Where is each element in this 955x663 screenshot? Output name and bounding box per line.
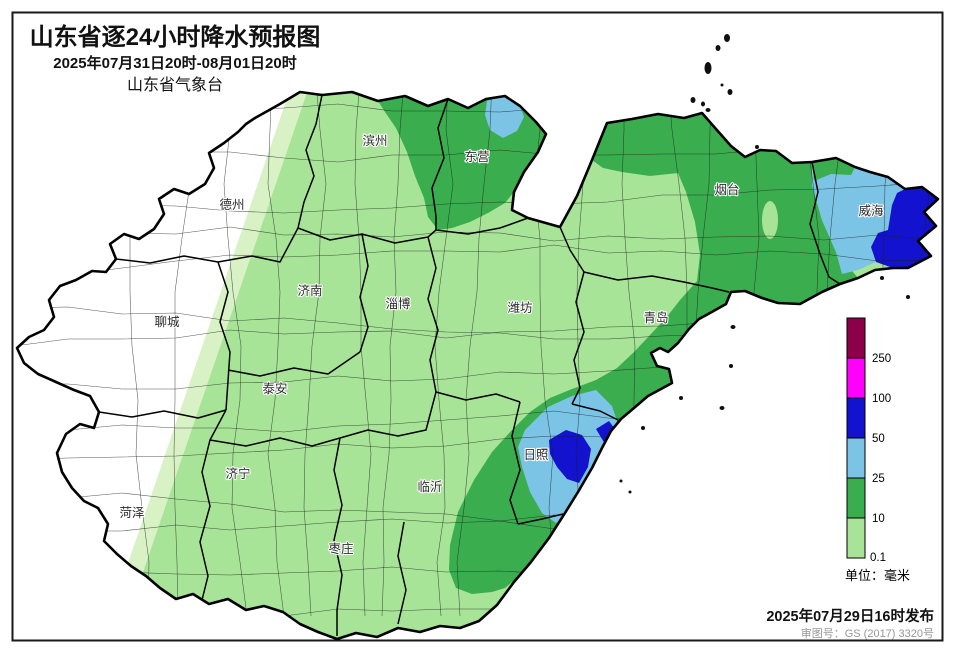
legend-seg-25-50 [846,437,866,479]
city-label-heze: 菏泽 [119,506,144,520]
city-label-linyi: 临沂 [417,480,442,494]
forecast-period: 2025年07月31日20时-08月01日20时 [53,54,296,72]
legend-seg-100-250 [846,357,866,399]
city-label-rizhao: 日照 [523,448,548,462]
legend: 250 100 50 25 10 0.1 单位：毫米 [845,317,910,583]
legend-seg-0-1-10 [846,517,866,559]
city-label-jining: 济宁 [225,466,250,481]
agency-name: 山东省气象台 [127,76,223,94]
islands [619,34,910,494]
rain-region-storm-rizhao-north [596,421,617,444]
rain-strip-weihai-coast [812,158,855,181]
footer-block: 2025年07月29日16时发布 审图号：GS (2017) 3320号 [766,607,934,640]
city-label-binzhou: 滨州 [362,133,387,148]
legend-tick-0-1: 0.1 [870,552,886,564]
page-title: 山东省逐24小时降水预报图 [30,23,321,51]
city-label-taian: 泰安 [262,381,287,396]
publish-time: 2025年07月29日16时发布 [766,607,934,625]
legend-tick-50: 50 [872,433,885,445]
legend-tick-250: 250 [872,353,891,365]
legend-unit-label: 单位：毫米 [845,568,910,583]
rain-region-storm-rongcheng [871,187,938,268]
map-approval-no: 审图号：GS (2017) 3320号 [801,626,934,640]
legend-seg-10-25 [846,477,866,519]
legend-tick-25: 25 [872,473,885,485]
city-label-jinan: 济南 [297,283,322,298]
legend-seg-above-250 [846,317,866,359]
prefecture-boundaries [98,94,841,636]
image-frame [11,11,944,642]
city-label-zibo: 淄博 [385,296,411,311]
header-block: 山东省逐24小时降水预报图 2025年07月31日20时-08月01日20时 山… [30,23,321,94]
rain-gap-laiyang [647,231,659,259]
city-label-dongying: 东营 [464,150,489,164]
rain-edge-pale [110,92,310,616]
city-label-weihai: 威海 [858,203,884,218]
rain-region-heavy-weihai [812,158,905,274]
province-outline [15,90,940,641]
rain-region-storm-rizhao [549,430,591,483]
rain-region-heavy-dongying [485,95,524,138]
city-label-liaocheng: 聊城 [154,315,180,329]
city-label-yantai: 烟台 [714,182,739,197]
city-label-weifang: 潍坊 [507,300,532,315]
legend-tick-10: 10 [872,513,885,525]
legend-tick-100: 100 [872,393,891,405]
city-label-qingdao: 青岛 [643,310,668,325]
rain-gap-yantai [762,201,778,239]
city-labels: 滨州 东营 德州 烟台 威海 济南 淄博 潍坊 青岛 聊城 泰安 济宁 菏泽 临… [118,132,885,557]
city-label-zaozhuang: 枣庄 [328,541,353,556]
city-label-dezhou: 德州 [219,197,244,212]
legend-seg-50-100 [846,397,866,439]
